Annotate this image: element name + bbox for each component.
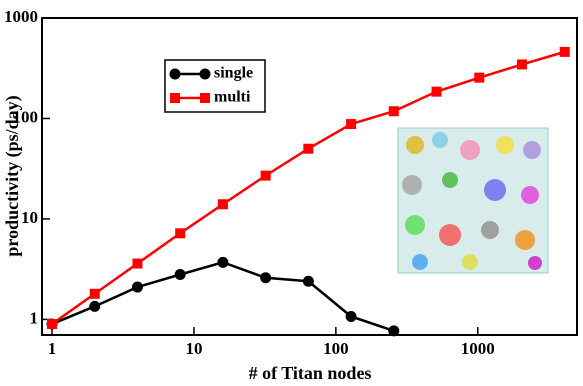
blob — [484, 179, 506, 201]
blob — [412, 254, 428, 270]
blob — [515, 230, 535, 250]
blob — [460, 140, 480, 160]
blob — [432, 132, 448, 148]
chart: # of Titan nodes productivity (ps/day) 1… — [0, 0, 583, 386]
data-point — [47, 319, 57, 329]
blob — [523, 141, 541, 159]
blob — [521, 186, 539, 204]
x-tick-label: 1000 — [461, 339, 495, 358]
data-point — [217, 257, 228, 268]
data-point — [260, 272, 271, 283]
x-axis-title: # of Titan nodes — [249, 363, 372, 383]
x-tick-label: 1 — [48, 339, 57, 358]
data-point — [132, 282, 143, 293]
data-point — [560, 47, 570, 57]
blob — [528, 256, 542, 270]
blob — [462, 254, 478, 270]
data-point — [517, 59, 527, 69]
blob — [439, 224, 461, 246]
legend-marker — [170, 69, 181, 80]
blob — [496, 136, 514, 154]
data-point — [474, 73, 484, 83]
data-point — [218, 199, 228, 209]
blob — [481, 221, 499, 239]
inset-image — [398, 128, 548, 273]
x-tick-label: 100 — [323, 339, 349, 358]
series-line — [52, 262, 394, 330]
data-point — [89, 301, 100, 312]
legend-label: single — [214, 65, 253, 82]
y-tick-label: 100 — [13, 107, 39, 126]
data-point — [388, 325, 399, 336]
y-tick-label: 10 — [21, 208, 38, 227]
blob — [402, 175, 422, 195]
data-point — [346, 119, 356, 129]
data-point — [175, 228, 185, 238]
data-point — [303, 144, 313, 154]
blob — [442, 172, 458, 188]
blob — [406, 136, 424, 154]
legend-marker — [200, 69, 211, 80]
data-point — [432, 87, 442, 97]
data-point — [346, 311, 357, 322]
y-tick-label: 1 — [30, 308, 39, 327]
data-point — [90, 289, 100, 299]
data-point — [132, 259, 142, 269]
legend-marker — [200, 93, 210, 103]
y-tick-label: 1000 — [4, 7, 38, 26]
data-point — [389, 106, 399, 116]
x-tick-label: 10 — [185, 339, 202, 358]
data-point — [303, 276, 314, 287]
blob — [405, 215, 425, 235]
data-point — [175, 269, 186, 280]
data-point — [261, 171, 271, 181]
legend-marker — [170, 93, 180, 103]
legend-label: multi — [214, 89, 251, 106]
